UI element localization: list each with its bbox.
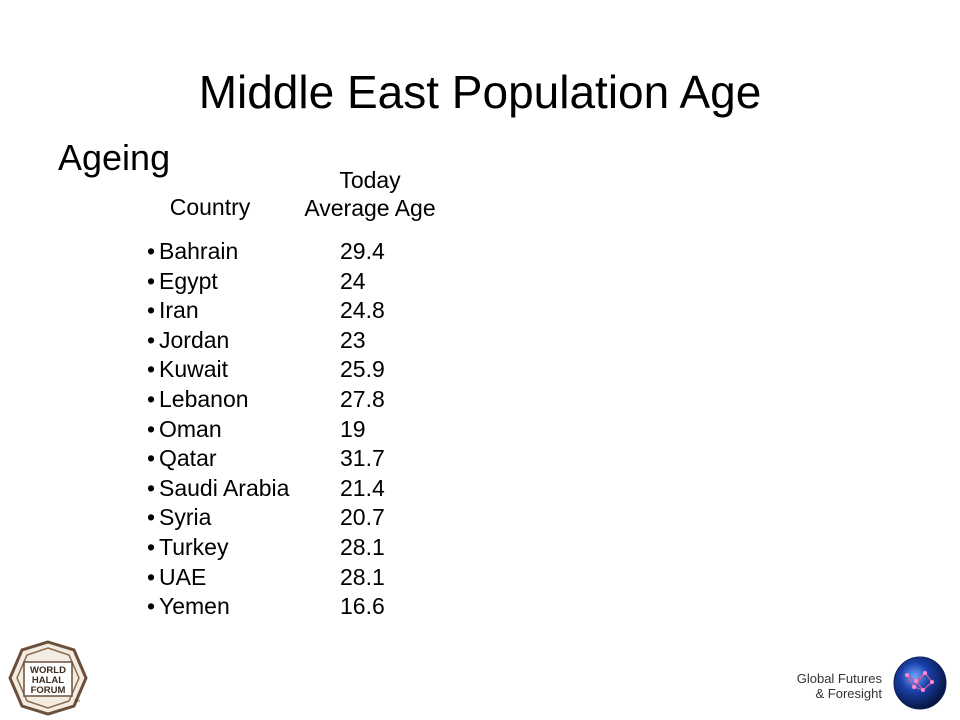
whf-line-1: WORLD	[30, 665, 66, 676]
list-item: • Jordan 23	[147, 326, 447, 356]
average-age: 20.7	[340, 504, 385, 531]
average-age: 27.8	[340, 385, 385, 412]
bullet-icon: •	[147, 563, 156, 590]
bullet-icon: •	[147, 297, 156, 324]
bullet-icon: •	[147, 356, 156, 383]
whf-line-2: HALAL	[32, 675, 64, 686]
bullet-icon: •	[147, 533, 156, 560]
bullet-icon: •	[147, 385, 156, 412]
global-futures-line-2: & Foresight	[815, 686, 882, 701]
average-age: 28.1	[340, 533, 385, 560]
country-name: Jordan	[159, 326, 230, 353]
list-item: • Saudi Arabia 21.4	[147, 474, 447, 504]
bullet-icon: •	[147, 445, 156, 472]
bullet-icon: •	[147, 267, 156, 294]
list-item: • Yemen 16.6	[147, 592, 447, 622]
average-age: 16.6	[340, 593, 385, 620]
average-age: 28.1	[340, 563, 385, 590]
average-age: 19	[340, 415, 366, 442]
country-name: Egypt	[159, 267, 218, 294]
slide-subtitle: Ageing	[58, 137, 171, 178]
country-name: Iran	[159, 297, 199, 324]
country-age-list: • Bahrain 29.4 • Egypt 24 • Iran 24.8 • …	[147, 237, 447, 622]
average-age: 25.9	[340, 356, 385, 383]
bullet-icon: •	[147, 326, 156, 353]
list-item: • Lebanon 27.8	[147, 385, 447, 415]
age-header-line-1: Today	[339, 167, 401, 193]
world-halal-forum-logo-icon: WORLD HALAL FORUM TM	[8, 640, 88, 716]
list-item: • Oman 19	[147, 415, 447, 445]
age-column-header: Today Average Age	[280, 166, 460, 222]
whf-line-3: FORUM	[31, 685, 66, 696]
average-age: 21.4	[340, 474, 385, 501]
global-futures-line-1: Global Futures	[796, 671, 882, 686]
country-name: Qatar	[159, 445, 217, 472]
list-item: • Egypt 24	[147, 267, 447, 297]
bullet-icon: •	[147, 415, 156, 442]
age-header-line-2: Average Age	[304, 195, 436, 221]
whf-trademark: TM	[74, 698, 80, 703]
country-name: Lebanon	[159, 385, 249, 412]
global-futures-caption: Global Futures & Foresight	[742, 671, 882, 701]
country-name: Bahrain	[159, 238, 239, 264]
average-age: 24.8	[340, 297, 385, 324]
country-name: Yemen	[159, 593, 230, 620]
country-name: Turkey	[159, 533, 229, 560]
country-column-header: Country	[169, 194, 251, 220]
list-item: • Bahrain 29.4	[147, 237, 447, 267]
country-name: Syria	[159, 504, 212, 531]
list-item: • UAE 28.1	[147, 563, 447, 593]
country-name: Oman	[159, 415, 222, 442]
country-name: UAE	[159, 563, 207, 590]
country-name: Kuwait	[159, 356, 229, 383]
list-item: • Syria 20.7	[147, 503, 447, 533]
bullet-icon: •	[147, 593, 156, 620]
average-age: 23	[340, 326, 366, 353]
slide-title: Middle East Population Age	[198, 66, 762, 118]
bullet-icon: •	[147, 238, 156, 264]
average-age: 29.4	[340, 238, 385, 264]
global-futures-globe-logo-icon	[893, 656, 947, 710]
list-item: • Turkey 28.1	[147, 533, 447, 563]
list-item: • Kuwait 25.9	[147, 355, 447, 385]
list-item: • Qatar 31.7	[147, 444, 447, 474]
list-item: • Iran 24.8	[147, 296, 447, 326]
average-age: 24	[340, 267, 366, 294]
bullet-icon: •	[147, 504, 156, 531]
average-age: 31.7	[340, 445, 385, 472]
country-name: Saudi Arabia	[159, 474, 290, 501]
bullet-icon: •	[147, 474, 156, 501]
